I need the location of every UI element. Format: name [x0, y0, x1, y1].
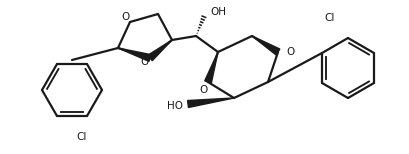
Text: Cl: Cl: [325, 13, 335, 23]
Text: OH: OH: [210, 7, 226, 17]
Text: O: O: [199, 85, 207, 95]
Polygon shape: [188, 98, 234, 107]
Text: HO: HO: [167, 101, 183, 111]
Text: O: O: [140, 57, 148, 67]
Polygon shape: [118, 48, 151, 61]
Polygon shape: [252, 36, 280, 55]
Polygon shape: [148, 40, 172, 61]
Text: O: O: [286, 47, 294, 57]
Text: Cl: Cl: [77, 132, 87, 142]
Polygon shape: [204, 52, 218, 83]
Text: O: O: [121, 12, 129, 22]
